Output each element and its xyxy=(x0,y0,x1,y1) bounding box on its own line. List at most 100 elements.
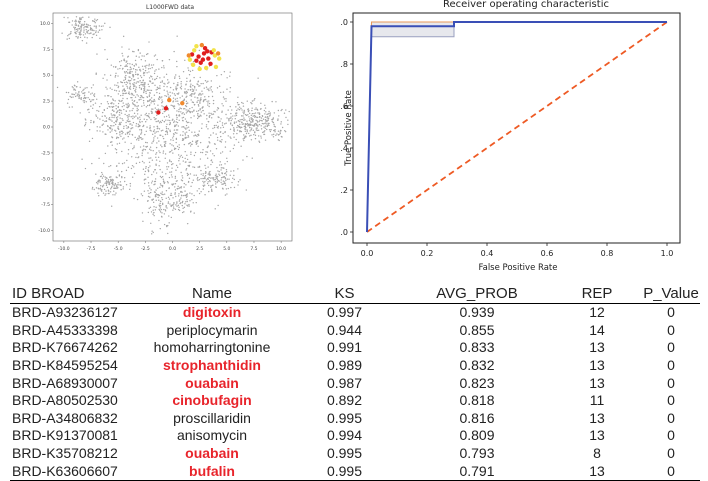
cell-name: ouabain xyxy=(185,374,239,391)
y-tick-label: 7.5 xyxy=(43,47,50,53)
background-point xyxy=(85,42,88,44)
background-point xyxy=(167,166,170,168)
header-ks: KS xyxy=(287,284,402,304)
background-point xyxy=(71,24,73,26)
background-point xyxy=(181,95,184,97)
table-row: BRD-K76674262 homoharringtonine 0.991 0.… xyxy=(10,339,700,357)
background-point xyxy=(141,96,143,99)
background-point xyxy=(169,121,171,124)
background-point xyxy=(223,70,226,73)
background-point xyxy=(246,130,248,133)
background-point xyxy=(182,131,184,133)
cell-ks: 0.991 xyxy=(326,339,363,356)
background-point xyxy=(143,91,145,94)
background-point xyxy=(177,148,180,151)
background-point xyxy=(204,96,206,98)
background-point xyxy=(139,70,142,72)
background-point xyxy=(96,53,98,55)
background-point xyxy=(247,109,249,111)
highlight-point xyxy=(212,53,218,58)
background-point xyxy=(218,170,220,173)
background-point xyxy=(269,130,272,133)
background-point xyxy=(148,92,151,94)
background-point xyxy=(196,190,198,192)
background-point xyxy=(254,112,257,114)
background-point xyxy=(197,83,199,86)
background-point xyxy=(152,149,154,152)
background-point xyxy=(112,98,114,100)
background-point xyxy=(191,92,193,95)
highlight-point xyxy=(194,43,199,49)
background-point xyxy=(207,104,209,106)
background-point xyxy=(248,125,250,127)
background-point xyxy=(123,162,126,164)
background-point xyxy=(85,122,87,124)
background-point xyxy=(70,31,72,33)
background-point xyxy=(118,90,120,92)
background-point xyxy=(132,148,134,150)
background-point xyxy=(72,87,74,89)
background-point xyxy=(88,98,91,101)
background-point xyxy=(192,93,194,95)
background-point xyxy=(151,142,153,144)
background-point xyxy=(179,97,181,99)
background-point xyxy=(229,136,231,138)
background-point xyxy=(261,122,264,125)
cell-name: cinobufagin xyxy=(172,392,252,409)
background-point xyxy=(202,82,204,85)
background-point xyxy=(273,112,276,114)
background-point xyxy=(219,140,221,143)
background-point xyxy=(216,139,219,141)
background-point xyxy=(229,123,232,125)
background-point xyxy=(208,141,210,143)
highlight-point xyxy=(206,56,211,61)
background-point xyxy=(177,82,179,84)
background-point xyxy=(174,98,177,100)
background-point xyxy=(101,173,104,176)
background-point xyxy=(181,201,183,204)
background-point xyxy=(181,175,183,177)
background-point xyxy=(129,85,132,88)
background-point xyxy=(195,201,197,204)
background-point xyxy=(206,182,209,185)
background-point xyxy=(215,173,217,175)
background-point xyxy=(226,157,228,159)
background-point xyxy=(198,192,201,195)
background-point xyxy=(139,75,142,77)
background-point xyxy=(84,87,86,89)
background-point xyxy=(267,118,269,120)
background-point xyxy=(195,134,197,137)
background-point xyxy=(115,130,117,132)
background-point xyxy=(254,134,257,137)
background-point xyxy=(242,102,244,105)
background-point xyxy=(283,112,286,114)
background-point xyxy=(154,180,157,183)
background-point xyxy=(161,198,164,201)
background-point xyxy=(198,130,200,132)
background-point xyxy=(281,108,283,111)
background-point xyxy=(88,129,91,131)
background-point xyxy=(68,106,71,108)
background-point xyxy=(185,128,187,130)
background-point xyxy=(251,124,254,126)
background-point xyxy=(113,114,115,116)
background-point xyxy=(159,81,162,83)
background-point xyxy=(258,141,261,143)
background-point xyxy=(111,109,114,112)
background-point xyxy=(114,76,116,78)
background-point xyxy=(178,119,180,121)
background-point xyxy=(210,188,213,191)
background-point xyxy=(192,179,195,181)
background-point xyxy=(101,171,103,174)
background-point xyxy=(189,79,192,82)
background-point xyxy=(187,173,190,176)
background-point xyxy=(142,83,145,85)
background-point xyxy=(131,71,133,73)
background-point xyxy=(190,153,192,156)
background-point xyxy=(91,107,94,109)
background-point xyxy=(131,156,133,158)
background-point xyxy=(193,109,195,111)
background-point xyxy=(181,119,184,122)
background-point xyxy=(101,29,103,31)
background-point xyxy=(138,99,140,101)
